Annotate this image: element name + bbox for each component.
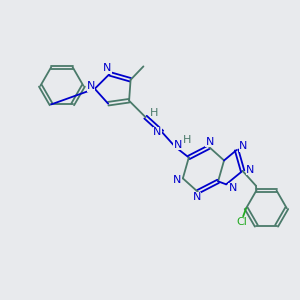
Text: H: H (182, 135, 191, 146)
Text: N: N (153, 127, 162, 137)
Text: N: N (229, 183, 237, 193)
Text: N: N (239, 141, 248, 152)
Text: N: N (87, 81, 95, 92)
Text: N: N (206, 136, 214, 147)
Text: Cl: Cl (236, 217, 247, 227)
Text: N: N (246, 165, 254, 175)
Text: N: N (103, 64, 112, 74)
Text: H: H (150, 108, 159, 118)
Text: N: N (173, 175, 182, 185)
Text: N: N (193, 192, 201, 202)
Text: N: N (174, 140, 182, 150)
